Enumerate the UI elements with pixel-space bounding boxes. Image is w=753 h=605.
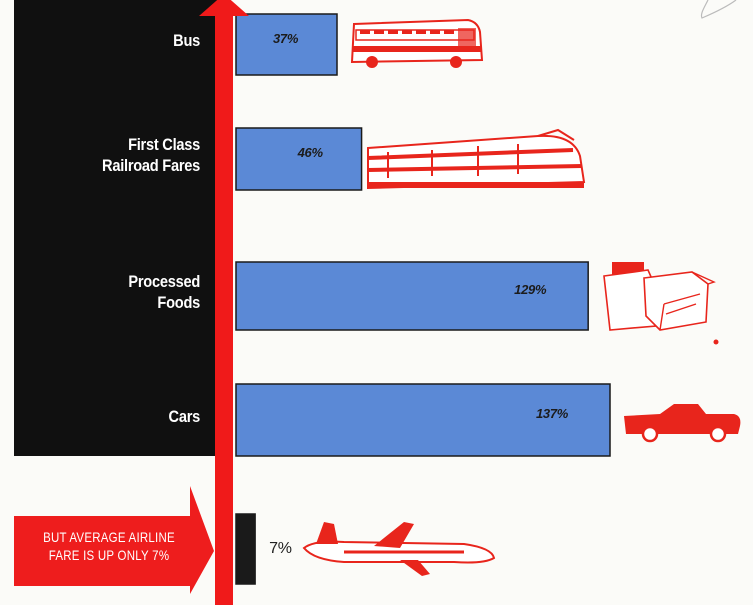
category-label-processed-foods: Processed Foods [45,271,200,313]
car-icon [624,404,741,443]
note-text: BUT AVERAGE AIRLINE FARE IS UP ONLY 7% [33,528,186,564]
boxes-icon [603,262,719,345]
bar-railroad [235,127,363,191]
scribble-mark [700,0,737,19]
category-label-line: Bus [173,31,200,50]
category-label-line: Cars [168,406,201,426]
axis-arrow-head [199,0,249,16]
value-label-airline: 7% [269,540,292,557]
airplane-icon [302,522,496,576]
note-line-1: BUT AVERAGE AIRLINE [43,529,175,545]
value-label-railroad: 46% [297,145,323,160]
note-arrow [14,486,214,594]
value-label-processed-foods: 129% [514,282,547,297]
category-label-railroad: First Class Railroad Fares [45,134,200,176]
bar-bus [235,13,338,76]
value-label-bus: 37% [273,30,299,46]
bar-cars [235,383,611,457]
bar-airline [235,513,256,585]
train-icon [367,128,586,190]
category-label-line: Foods [157,293,200,312]
category-label-line: First Class [128,135,200,154]
axis-arrow-shaft [215,14,233,605]
value-label-cars: 137% [536,406,569,421]
category-label-bus: Bus [45,30,200,51]
category-label-line: Railroad Fares [102,156,200,175]
bars [235,13,611,585]
label-panel [14,0,222,456]
category-label-line: Processed [128,272,200,291]
bus-icon [350,18,484,68]
category-label-cars: Cars [45,406,201,427]
note-line-2: FARE IS UP ONLY 7% [48,547,170,563]
bar-processed-foods [235,261,589,331]
